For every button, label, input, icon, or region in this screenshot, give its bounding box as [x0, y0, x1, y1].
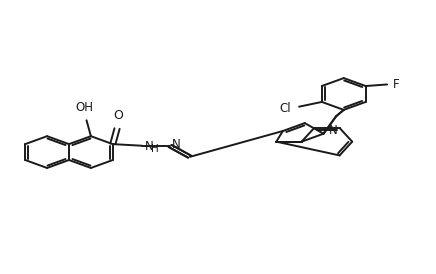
- Text: O: O: [113, 109, 123, 122]
- Text: OH: OH: [75, 101, 93, 114]
- Text: F: F: [393, 78, 400, 91]
- Text: N: N: [172, 138, 181, 152]
- Text: Cl: Cl: [279, 102, 291, 115]
- Text: H: H: [151, 144, 159, 154]
- Text: N: N: [145, 140, 153, 153]
- Text: N: N: [329, 124, 337, 138]
